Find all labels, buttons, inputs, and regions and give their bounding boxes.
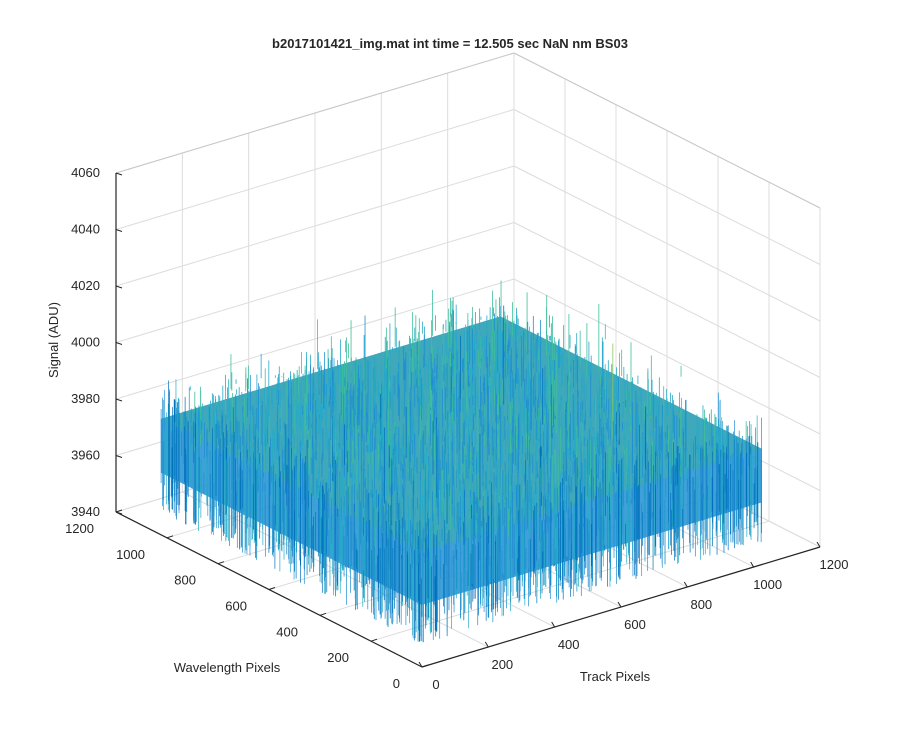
side-wall-grid-line	[513, 165, 821, 322]
z-tick-label: 4040	[71, 222, 100, 237]
y-tick-label: 1200	[65, 521, 94, 536]
side-wall-grid-line	[513, 222, 821, 378]
x-tick	[484, 641, 489, 648]
side-wall-grid-line	[513, 278, 821, 435]
z-tick	[115, 172, 123, 176]
y-tick-label: 800	[174, 573, 196, 588]
x-tick-label: 200	[491, 657, 513, 672]
y-tick	[217, 561, 225, 565]
y-tick	[268, 587, 276, 590]
x-tick-label: 0	[432, 677, 439, 692]
y-tick-label: 400	[276, 624, 298, 639]
x-tick	[617, 601, 622, 608]
z-tick	[115, 511, 123, 515]
side-wall-grid-line	[513, 109, 821, 265]
x-tick-label: 800	[690, 597, 712, 612]
y-tick-label: 200	[327, 650, 349, 665]
z-tick-label: 4000	[71, 335, 100, 350]
surface-layer	[160, 280, 762, 643]
z-tick-label: 4020	[71, 278, 100, 293]
y-tick	[421, 664, 429, 668]
y-tick-label: 1000	[116, 547, 145, 562]
x-axis-label: Track Pixels	[580, 669, 651, 684]
x-tick	[750, 561, 755, 568]
box-top-edge	[513, 52, 821, 209]
back-wall-grid-line	[115, 278, 515, 400]
y-tick-label: 0	[393, 676, 400, 691]
y-tick	[115, 509, 123, 513]
z-tick	[115, 285, 123, 289]
z-tick	[115, 455, 123, 458]
box-top-edge	[115, 52, 515, 174]
x-tick-label: 1000	[753, 577, 782, 592]
y-axis-label: Wavelength Pixels	[174, 660, 281, 675]
z-tick	[115, 398, 123, 402]
z-tick-label: 3980	[71, 391, 100, 406]
z-axis-label: Signal (ADU)	[46, 302, 61, 378]
x-tick-label: 400	[558, 637, 580, 652]
axis-layer: 3940396039804000402040404060020040060080…	[65, 165, 848, 692]
y-tick-label: 600	[225, 599, 247, 614]
z-tick	[115, 229, 123, 232]
chart-title: b2017101421_img.mat int time = 12.505 se…	[272, 36, 628, 51]
x-tick	[816, 541, 821, 548]
z-tick-label: 4060	[71, 165, 100, 180]
z-tick	[115, 342, 123, 345]
x-tick	[551, 621, 556, 628]
back-wall-grid-line	[115, 222, 515, 343]
z-tick-label: 3940	[71, 504, 100, 519]
z-tick-label: 3960	[71, 448, 100, 463]
x-tick	[418, 661, 423, 668]
back-wall-grid-line	[115, 165, 515, 287]
y-tick	[319, 612, 327, 616]
x-tick	[683, 581, 688, 588]
y-tick	[370, 638, 378, 642]
x-tick-label: 1200	[820, 557, 849, 572]
y-tick	[166, 535, 174, 539]
x-tick-label: 600	[624, 617, 646, 632]
back-wall-grid-line	[115, 109, 515, 230]
